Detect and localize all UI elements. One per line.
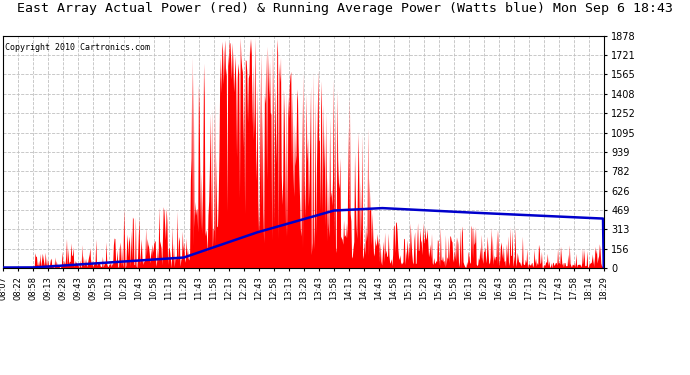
Text: Copyright 2010 Cartronics.com: Copyright 2010 Cartronics.com <box>6 43 150 52</box>
Text: East Array Actual Power (red) & Running Average Power (Watts blue) Mon Sep 6 18:: East Array Actual Power (red) & Running … <box>17 2 673 15</box>
